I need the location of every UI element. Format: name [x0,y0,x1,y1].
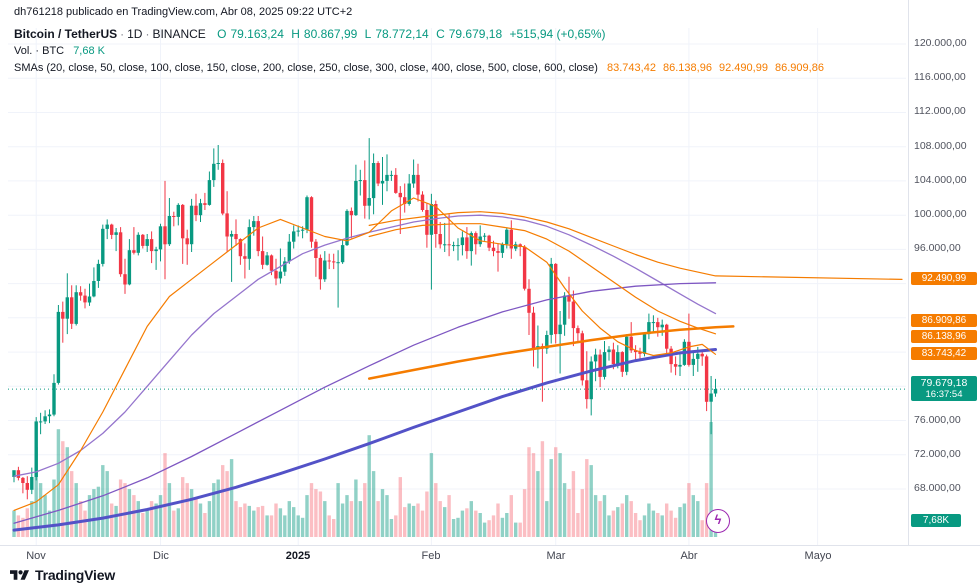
sma-price-badge: 86.909,86 [911,314,977,327]
price-axis-label: 112.000,00 [914,105,966,118]
price-axis-label: 120.000,00 [914,37,967,49]
footer-brand[interactable]: TradingView [10,564,115,586]
time-axis-label: Feb [421,550,441,562]
time-axis-label: 2025 [285,550,311,562]
sma-value-20: 83.743,42 [607,62,656,74]
sma-value-150: 86.909,86 [775,62,824,74]
smas-label: SMAs (20, close, 50, close, 100, close, … [14,62,598,74]
interval-label[interactable]: 1D [127,27,143,41]
time-axis-label: Mar [546,550,566,562]
time-axis-label: Mayo [804,550,832,562]
symbol-legend-row[interactable]: Bitcoin / TetherUS · 1D · BINANCE O 79.163,24… [14,27,610,41]
bar-countdown: 16:37:54 [925,389,963,401]
price-axis-label: 104.000,00 [914,173,967,186]
published-attribution: dh761218 publicado en TradingView.com, A… [14,6,353,18]
price-axis-label: 96.000,00 [914,242,961,255]
time-axis[interactable]: Nov Dic 2025 Feb Mar Abr Mayo [0,545,980,568]
volume-badge: 7,68K [911,514,961,527]
sma-price-badge: 86.138,96 [911,330,977,343]
ohlc-values: O 79.163,24 H 80.867,99 L 78.772,14 C 79.679… [217,27,609,41]
sma-value-100: 92.490,99 [719,62,768,74]
low-value: 78.772,14 [375,27,429,41]
time-axis-label: Nov [26,550,46,562]
open-value: 79.163,24 [230,27,284,41]
time-axis-label: Abr [680,550,698,562]
legend-separator: · [120,27,125,41]
close-value: 79.679,18 [448,27,503,41]
time-axis-label: Dic [153,550,169,562]
change-value: +515,94 (+0,65%) [509,27,606,41]
price-axis-label: 68.000,00 [914,482,961,494]
volume-value: 7,68 K [73,45,105,57]
legend-separator: · [145,27,150,41]
volume-label: Vol. · BTC [14,45,65,57]
tradingview-logo-icon [10,569,29,580]
low-label: L [364,27,372,41]
sma-price-badge: 92.490,99 [911,272,977,285]
price-axis-label: 116.000,00 [914,71,966,84]
price-axis[interactable]: 79.679,18 16:37:54 7,68K 120.000,00 116.0… [908,0,980,545]
open-label: O [217,27,227,41]
close-label: C [436,27,445,41]
high-value: 80.867,99 [303,27,358,41]
last-price-value: 79.679,18 [920,377,968,390]
price-axis-label: 72.000,00 [914,447,961,460]
symbol-title[interactable]: Bitcoin / TetherUS [14,27,118,41]
brand-wordmark: TradingView [35,567,116,583]
price-axis-label: 76.000,00 [914,413,961,426]
smas-legend-row[interactable]: SMAs (20, close, 50, close, 100, close, … [14,62,824,74]
exchange-label[interactable]: BINANCE [152,27,206,41]
sma-price-badge: 83.743,42 [911,347,977,360]
high-label: H [291,27,300,41]
lightning-icon[interactable]: ϟ [706,509,730,533]
price-axis-label: 100.000,00 [914,208,967,221]
price-axis-label: 108.000,00 [914,139,967,152]
last-price-badge: 79.679,18 16:37:54 [911,376,977,402]
sma-value-50: 86.138,96 [663,62,712,74]
volume-legend-row[interactable]: Vol. · BTC 7,68 K [14,45,105,57]
